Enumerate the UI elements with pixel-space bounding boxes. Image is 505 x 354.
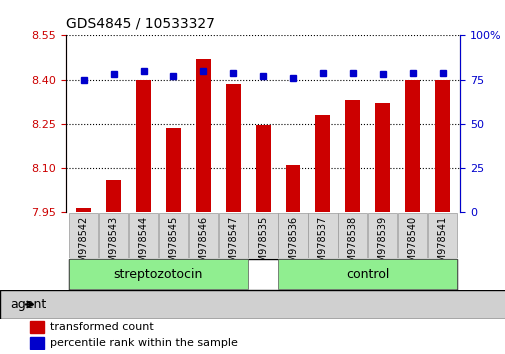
Bar (76, 208, 91, 212)
Bar (195, 59, 211, 212)
FancyBboxPatch shape (367, 213, 396, 258)
Text: control: control (345, 268, 389, 281)
Text: GSM978543: GSM978543 (109, 216, 118, 275)
FancyBboxPatch shape (278, 213, 307, 258)
Text: GSM978547: GSM978547 (228, 216, 238, 275)
Bar (30, 337, 43, 349)
Text: GSM978546: GSM978546 (198, 216, 208, 275)
Text: GSM978542: GSM978542 (79, 216, 88, 275)
Text: agent: agent (10, 298, 46, 311)
FancyBboxPatch shape (337, 213, 367, 258)
Bar (345, 100, 360, 212)
Text: percentile rank within the sample: percentile rank within the sample (50, 338, 238, 348)
FancyBboxPatch shape (188, 213, 218, 258)
FancyBboxPatch shape (427, 213, 457, 258)
Text: GSM978537: GSM978537 (317, 216, 327, 275)
Bar (285, 165, 300, 212)
FancyBboxPatch shape (159, 213, 188, 258)
Text: GSM978544: GSM978544 (138, 216, 148, 275)
Text: GSM978536: GSM978536 (287, 216, 297, 275)
Text: GSM978535: GSM978535 (258, 216, 268, 275)
Text: GSM978540: GSM978540 (407, 216, 417, 275)
Bar (166, 129, 181, 212)
Bar (255, 125, 270, 212)
Bar (225, 84, 240, 212)
Text: GSM978545: GSM978545 (168, 216, 178, 275)
Text: transformed count: transformed count (50, 322, 154, 332)
FancyBboxPatch shape (248, 213, 277, 258)
FancyBboxPatch shape (278, 259, 457, 289)
Bar (405, 80, 419, 212)
FancyBboxPatch shape (69, 259, 457, 290)
FancyBboxPatch shape (0, 290, 505, 319)
Bar (434, 80, 449, 212)
FancyBboxPatch shape (99, 213, 128, 258)
Bar (315, 115, 330, 212)
Text: GSM978539: GSM978539 (377, 216, 387, 275)
Text: GDS4845 / 10533327: GDS4845 / 10533327 (66, 16, 214, 30)
FancyBboxPatch shape (308, 213, 337, 258)
FancyBboxPatch shape (129, 213, 158, 258)
Text: GSM978538: GSM978538 (347, 216, 357, 275)
FancyBboxPatch shape (69, 213, 98, 258)
Bar (375, 103, 389, 212)
Text: streptozotocin: streptozotocin (114, 268, 203, 281)
FancyBboxPatch shape (69, 259, 247, 289)
Bar (30, 321, 43, 333)
Bar (136, 80, 150, 212)
Bar (106, 180, 121, 212)
FancyBboxPatch shape (218, 213, 247, 258)
Text: GSM978541: GSM978541 (437, 216, 446, 275)
FancyBboxPatch shape (397, 213, 426, 258)
